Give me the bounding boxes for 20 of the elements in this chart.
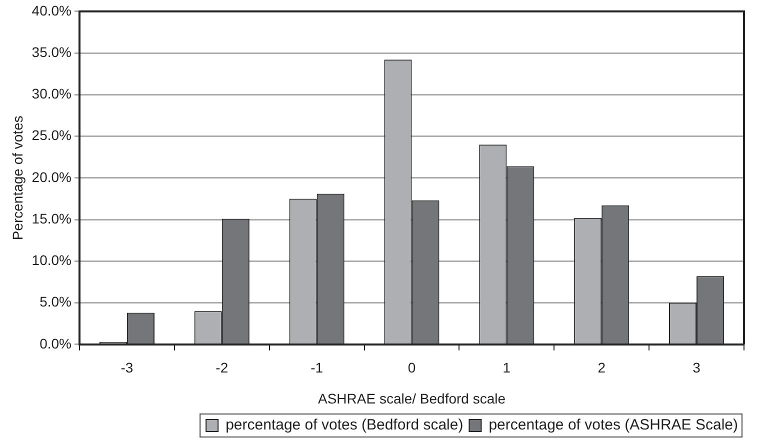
y-tick-label: 20.0% [32, 168, 72, 185]
x-tick-label: -3 [120, 360, 134, 376]
y-tick-label: 30.0% [32, 86, 72, 102]
y-tick-label: 15.0% [32, 210, 72, 226]
x-tick-label: -1 [310, 360, 324, 376]
x-axis-title: ASHRAE scale/ Bedford scale [318, 390, 506, 406]
y-axis-title: Percentage of votes [9, 116, 26, 240]
y-tick-label: 40.0% [32, 2, 72, 18]
x-tick-label: 2 [598, 360, 606, 376]
x-tick-label: 0 [408, 360, 416, 376]
y-tick-label: 0.0% [40, 335, 72, 352]
x-tick-label: 1 [502, 360, 511, 376]
y-tick-label: 35.0% [32, 44, 72, 60]
y-tick-label: 5.0% [40, 294, 72, 310]
y-tick-label: 10.0% [32, 252, 72, 268]
legend-label: percentage of votes (ASHRAE Scale) [488, 416, 738, 434]
x-tick-label: -2 [216, 360, 228, 376]
y-tick-label: 25.0% [32, 127, 72, 144]
x-tick-label: 3 [692, 360, 701, 376]
legend-label: percentage of votes (Bedford scale) [226, 416, 464, 434]
